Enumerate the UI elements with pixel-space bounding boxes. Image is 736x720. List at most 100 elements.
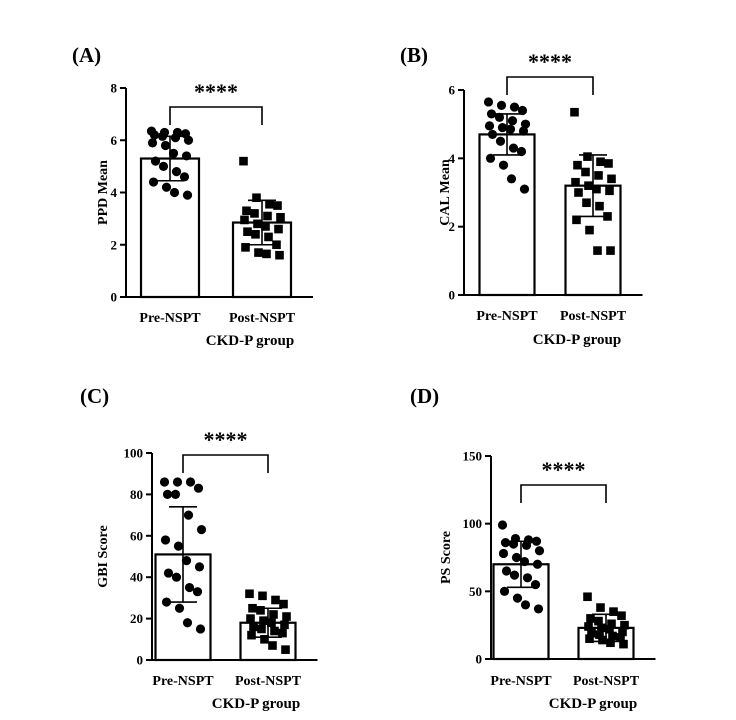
panel-3-point-2 [267,618,276,628]
panel-3-point-2 [260,635,269,644]
panel-1-point-2 [273,201,282,210]
panel-4-point-2 [607,619,616,629]
panel-2-point-1 [519,184,530,194]
panel-3-point-2 [247,630,256,640]
panel-1-point-2 [263,211,272,221]
panel-3-point-2 [256,606,265,615]
panel-2-y-tick-label: 4 [449,151,456,166]
panel-3-point-2 [249,622,258,632]
panel-4-point-1 [520,600,531,610]
panel-1-y-tick-label: 0 [111,290,118,305]
panel-3-point-1 [162,489,173,499]
panel-3-point-2 [245,589,254,599]
panel-1-significance-label: **** [194,79,238,104]
panel-2-point-2 [595,201,604,211]
panel-4-point-1 [500,538,511,548]
panel-3-point-1 [196,524,207,535]
panel-2-label: (B) [400,43,428,67]
panel-4-point-2 [616,633,625,642]
panel-1-point-1 [160,140,171,151]
panel-3-x-title: CKD-P group [212,696,300,712]
panel-1-significance-bracket [169,106,263,125]
panel-3-point-1 [163,568,174,578]
panel-3-point-1 [171,572,182,582]
panel-1-y-tick-label: 2 [111,237,118,252]
panel-3-point-1 [159,477,170,487]
panel-4-point-1 [519,556,530,567]
panel-1-point-2 [241,243,250,252]
panel-3-point-2 [270,626,279,636]
panel-3-point-1 [160,535,171,545]
panel-2-point-1 [516,146,527,157]
panel-2-point-2 [607,174,616,184]
panel-4-point-2 [586,614,595,623]
panel-1-point-1 [181,151,192,161]
panel-1-point-2 [265,199,274,209]
panel-3-point-1 [192,587,203,597]
panel-3-significance-bracket [182,454,269,473]
panel-3-point-2 [280,620,289,630]
panel-1-point-1 [179,172,190,182]
panel-4-y-title: PS Score [439,531,454,584]
panel-3-point-2 [258,591,267,601]
panel-1-point-1 [161,182,172,192]
panel-4-category-label: Post-NSPT [573,674,640,689]
panel-4-point-1 [497,520,508,530]
panel-3-point-1 [172,477,183,487]
panel-2-point-2 [574,188,583,197]
panel-1-point-2 [261,222,270,231]
panel-1-x-title: CKD-P group [206,333,294,349]
panel-2-point-2 [593,246,602,255]
panel-2-y-title: CAL Mean [438,159,453,226]
panel-4-point-1 [532,559,543,569]
panel-2-y-tick-label: 2 [449,219,456,234]
panel-1-y-title: PPD Mean [96,160,111,225]
panel-4-y-tick-label: 150 [463,449,483,464]
panel-4-category-label: Pre-NSPT [490,674,552,689]
panel-1-point-2 [250,209,259,218]
panel-3-point-1 [184,582,195,593]
panel-3-point-2 [282,612,291,621]
panel-2-point-2 [585,225,594,235]
panel-3-point-2 [246,614,255,623]
panel-1-category-label: Post-NSPT [229,311,296,326]
panel-3-point-2 [269,610,278,619]
panel-2-point-1 [505,124,516,134]
panel-3-y-tick-label: 80 [130,487,143,502]
panel-1-category-label: Pre-NSPT [139,311,201,326]
panel-3-category-label: Pre-NSPT [152,674,214,689]
panel-1-point-2 [253,219,262,229]
panel-1-point-1 [147,138,158,148]
panel-1-y-tick-label: 4 [111,185,118,200]
panel-2-point-1 [508,143,519,153]
panel-3-label: (C) [80,384,109,408]
panel-4-point-2 [595,630,604,639]
panel-4-point-1 [522,573,533,583]
panel-4-point-1 [511,552,522,563]
panel-2-y-tick-label: 6 [449,83,456,98]
panel-2-point-1 [496,100,507,110]
panel-3-point-1 [170,489,181,499]
panel-4-y-tick-label: 0 [476,652,483,667]
panel-3-point-2 [259,616,268,625]
panel-1-point-2 [243,227,252,236]
panel-2-point-2 [573,160,582,170]
panel-4-point-2 [597,623,606,633]
panel-2-point-2 [594,171,603,180]
panel-3-point-1 [183,510,194,520]
panel-1-point-2 [276,213,285,222]
panel-2-point-1 [497,122,508,133]
panel-1-y-tick-label: 8 [111,81,118,96]
panel-1-point-2 [240,215,249,225]
panel-2-point-1 [509,102,520,112]
panel-3-point-1 [182,618,193,628]
panel-4-point-2 [619,639,628,649]
panel-4-point-1 [530,579,541,590]
panel-4-point-2 [617,611,626,620]
panel-3-y-tick-label: 0 [137,653,144,668]
panel-4-point-2 [596,603,605,612]
panel-3-point-1 [174,603,185,613]
panel-2-category-label: Post-NSPT [560,309,627,324]
panel-2-point-1 [485,153,496,163]
